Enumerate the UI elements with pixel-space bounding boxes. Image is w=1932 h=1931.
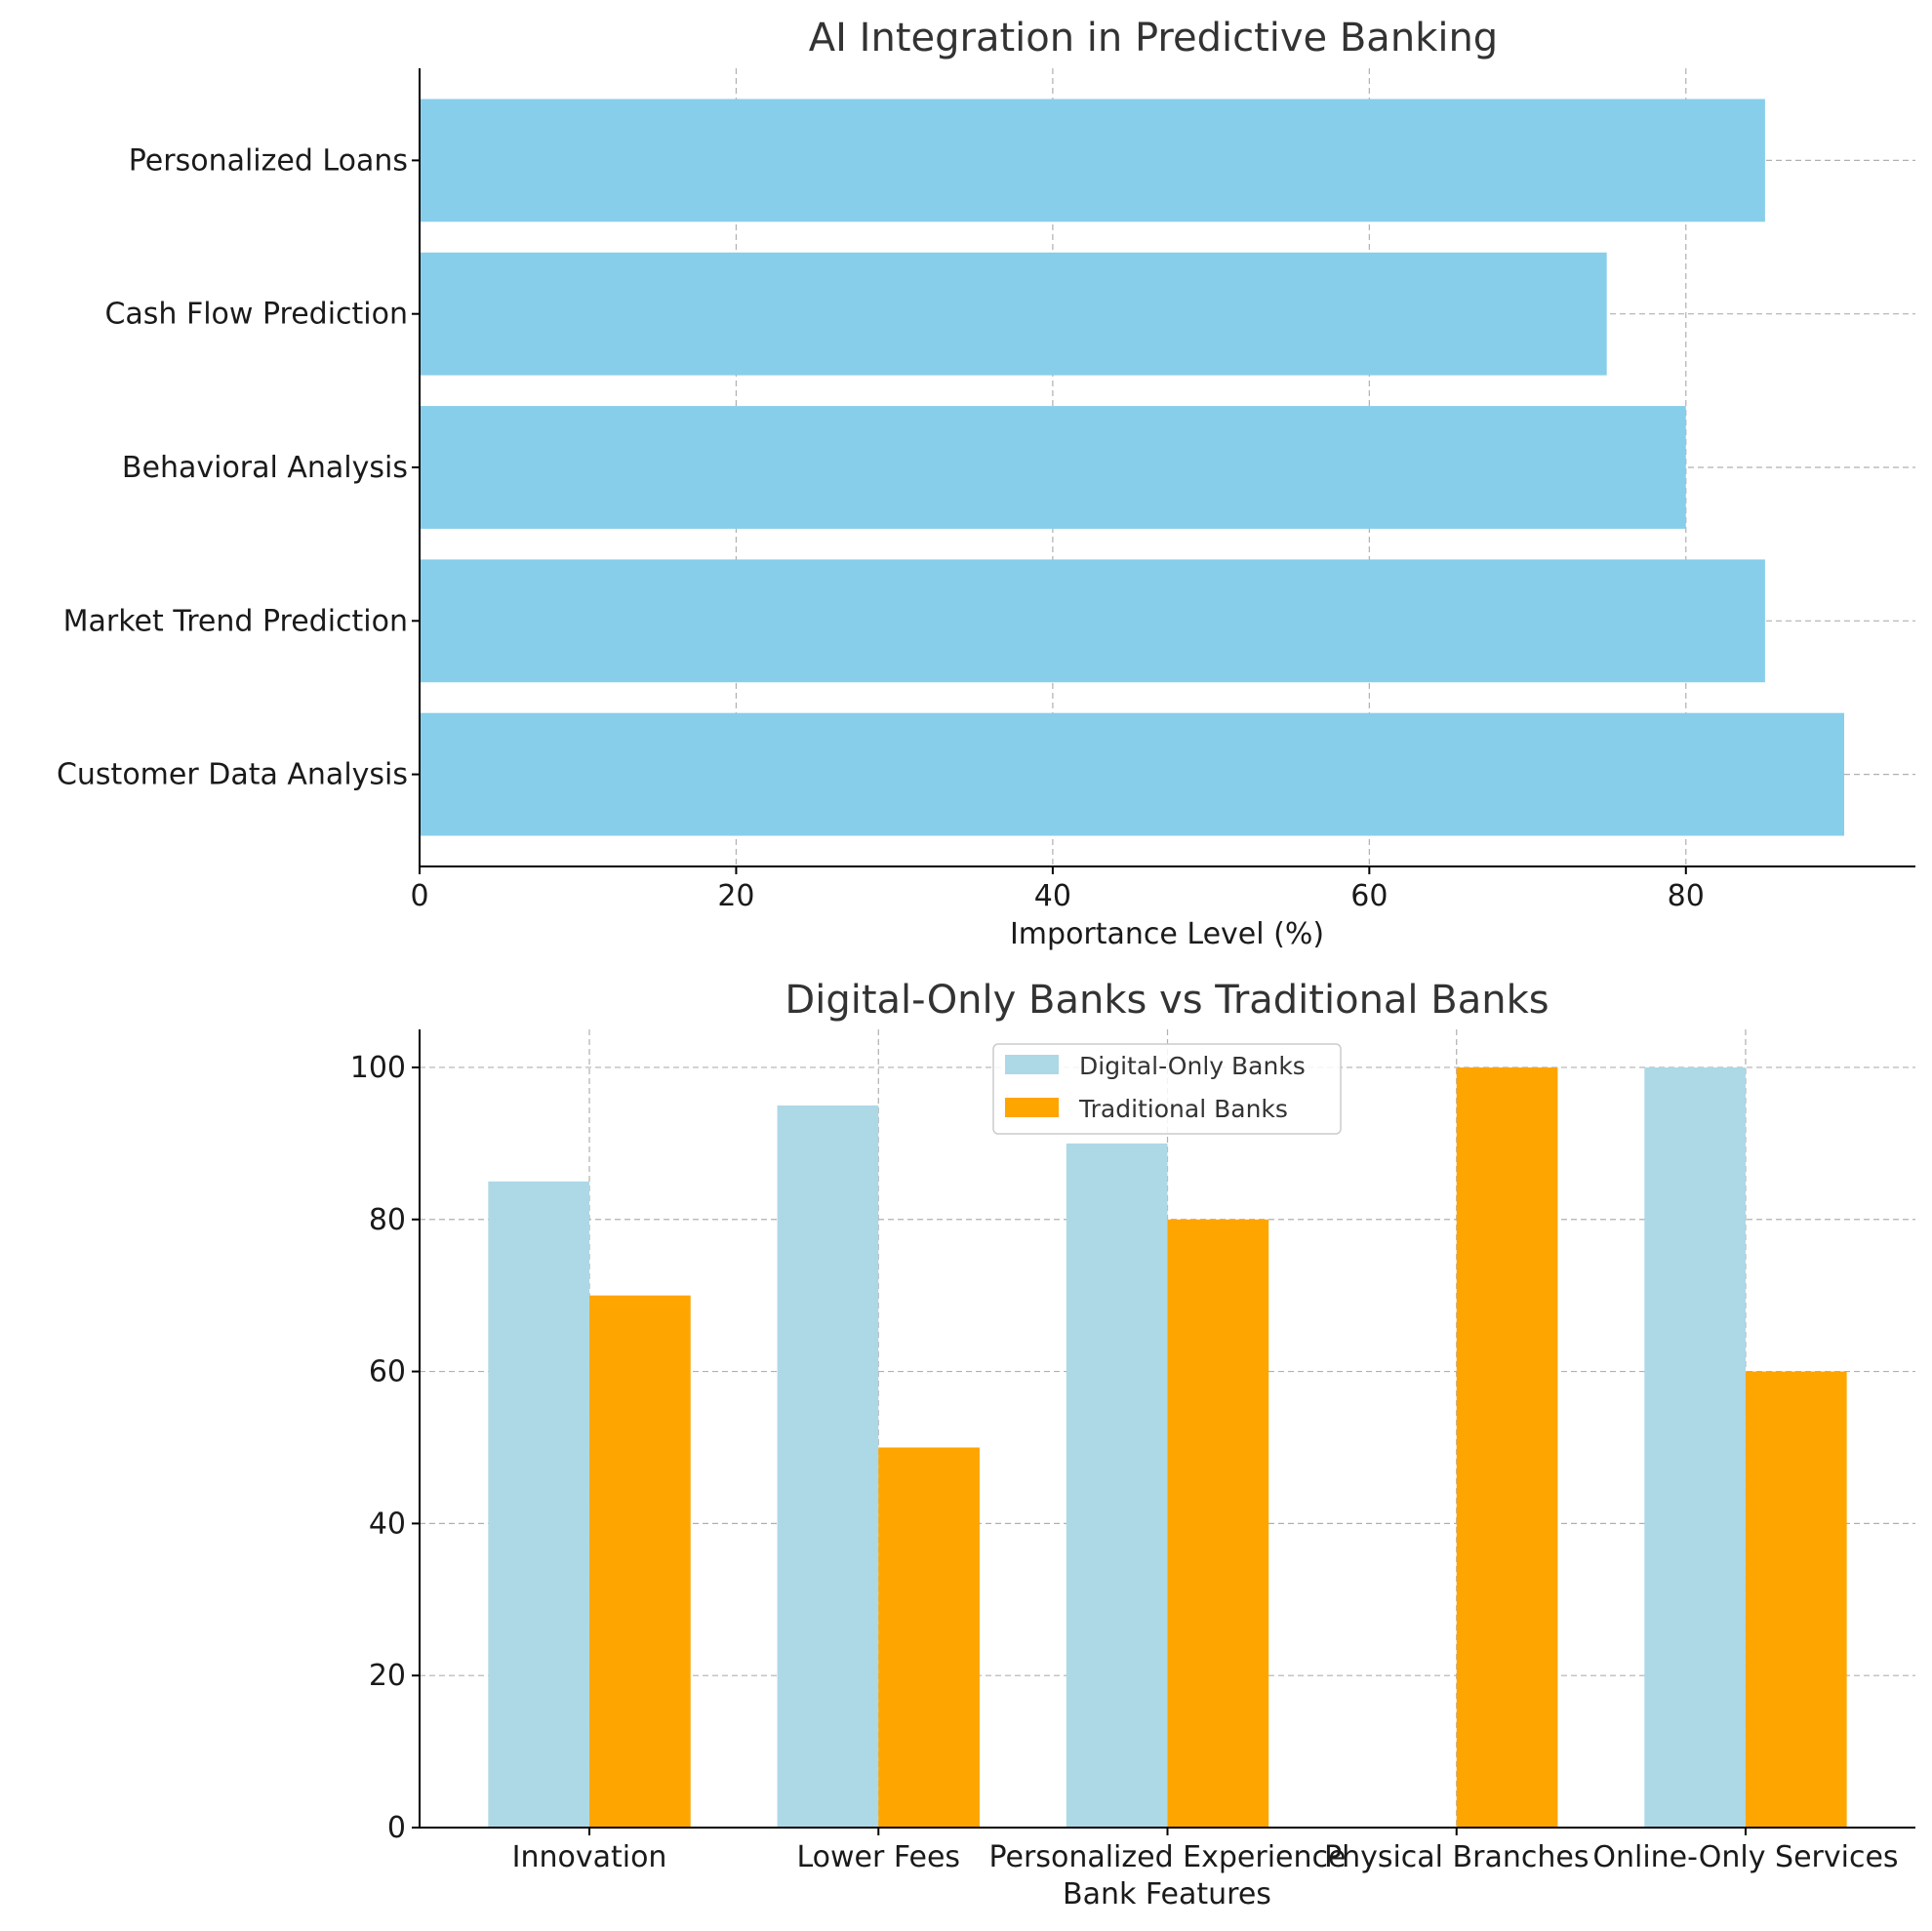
x-tick-label: 0 — [410, 879, 428, 913]
bar-traditional-banks-physical-branches — [1456, 1066, 1558, 1828]
bar-digital-only-banks-online-only-services — [1644, 1066, 1746, 1828]
bar-digital-only-banks-innovation — [488, 1181, 590, 1828]
bar-behavioral-analysis — [420, 406, 1686, 529]
legend-label-traditional: Traditional Banks — [1078, 1095, 1288, 1123]
y-axis-ticks: 0 20 40 60 80 100 — [350, 1051, 420, 1845]
y-tick-label: Personalized Loans — [129, 143, 408, 178]
chart-title: Digital-Only Banks vs Traditional Banks — [785, 978, 1549, 1023]
legend: Digital-Only Banks Traditional Banks — [992, 1043, 1342, 1135]
y-tick-label: Market Trend Prediction — [63, 604, 408, 638]
bar-market-trend-prediction — [420, 559, 1765, 683]
x-tick-label: 80 — [1668, 879, 1705, 913]
x-axis-ticks: Innovation Lower Fees Personalized Experie… — [512, 1828, 1899, 1874]
x-tick-label: Physical Branches — [1324, 1840, 1589, 1874]
bar-traditional-banks-lower-fees — [878, 1447, 980, 1828]
bar-traditional-banks-personalized-experience — [1167, 1219, 1269, 1828]
x-axis-label: Importance Level (%) — [1010, 917, 1324, 951]
bar-personalized-loans — [420, 99, 1765, 222]
x-axis-label: Bank Features — [1063, 1877, 1271, 1911]
y-tick-label: 20 — [369, 1659, 406, 1693]
x-tick-label: Personalized Experience — [989, 1840, 1347, 1874]
bar-traditional-banks-online-only-services — [1745, 1371, 1847, 1828]
y-tick-label: 60 — [369, 1355, 406, 1389]
y-tick-label: 80 — [369, 1203, 406, 1237]
x-tick-label: 20 — [717, 879, 754, 913]
legend-swatch-digital — [1005, 1055, 1059, 1074]
bar-traditional-banks-innovation — [589, 1295, 691, 1828]
y-tick-label: Customer Data Analysis — [57, 758, 408, 792]
y-tick-label: 40 — [369, 1507, 406, 1541]
x-tick-label: Lower Fees — [796, 1840, 960, 1874]
chart-ai-integration: AI Integration in Predictive Banking Cus… — [57, 16, 1915, 951]
bar-cash-flow-prediction — [420, 252, 1607, 376]
y-axis-ticks: Customer Data Analysis Market Trend Predi… — [57, 143, 420, 792]
chart-title: AI Integration in Predictive Banking — [809, 16, 1498, 60]
x-tick-label: 60 — [1350, 879, 1388, 913]
y-tick-label: Behavioral Analysis — [122, 451, 408, 485]
x-axis-ticks: 0 20 40 60 80 — [410, 866, 1705, 913]
bars — [488, 1066, 1847, 1828]
x-tick-label: Online-Only Services — [1592, 1840, 1898, 1874]
bar-digital-only-banks-lower-fees — [777, 1105, 879, 1828]
chart-digital-vs-traditional: Digital-Only Banks vs Traditional Banks … — [350, 978, 1915, 1911]
legend-frame — [992, 1043, 1342, 1135]
bar-digital-only-banks-personalized-experience — [1066, 1143, 1168, 1828]
y-tick-label: 0 — [387, 1811, 406, 1845]
y-tick-label: Cash Flow Prediction — [104, 298, 408, 332]
legend-label-digital: Digital-Only Banks — [1079, 1052, 1306, 1080]
legend-swatch-traditional — [1005, 1098, 1059, 1117]
bars — [420, 99, 1844, 836]
x-tick-label: Innovation — [512, 1840, 667, 1874]
bar-customer-data-analysis — [420, 712, 1844, 836]
y-tick-label: 100 — [350, 1051, 406, 1085]
x-tick-label: 40 — [1034, 879, 1071, 913]
